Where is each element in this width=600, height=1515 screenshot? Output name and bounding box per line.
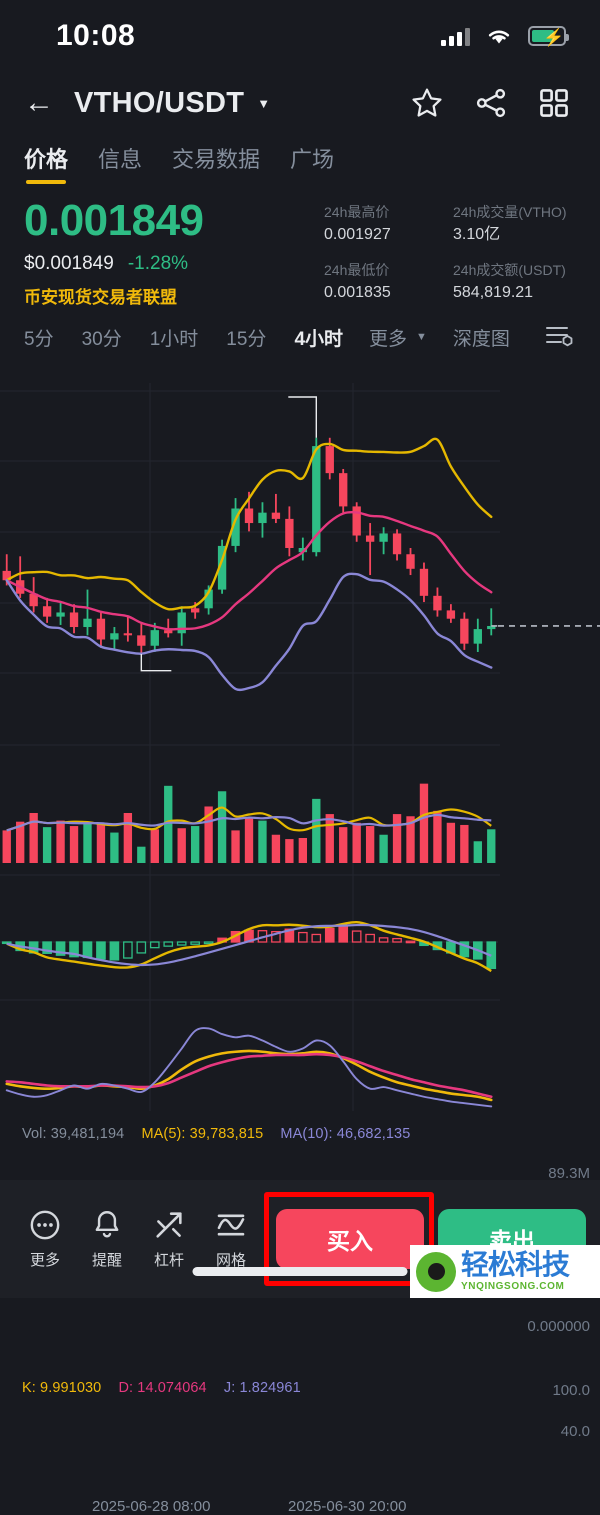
- chevron-down-icon: ▼: [416, 331, 427, 344]
- interval-more-label: 更多: [369, 328, 408, 350]
- stat-value-volume-base: 3.10亿: [453, 226, 501, 243]
- quick-action-alert[interactable]: 提醒: [76, 1208, 138, 1270]
- quick-action-more[interactable]: 更多: [14, 1208, 76, 1270]
- time-axis-tick-0: 2025-06-28 08:00: [92, 1497, 211, 1515]
- interval-4h[interactable]: 4小时: [294, 328, 344, 350]
- wifi-icon: [488, 30, 510, 44]
- leverage-icon: [156, 1212, 182, 1238]
- chart-canvas[interactable]: [0, 362, 600, 1123]
- price-summary: 0.001849 $0.001849 -1.28% 币安现货交易者联盟 24h最…: [0, 184, 600, 308]
- site-watermark-logo: 轻松科技 YNQINGSONG.COM: [410, 1245, 600, 1298]
- interval-15m[interactable]: 15分: [226, 328, 267, 350]
- trading-chart[interactable]: BOLL:(21, 2) UP: 0.002004 MB: 0.001919 D…: [0, 362, 600, 1515]
- quick-action-grid[interactable]: 网格: [200, 1208, 262, 1270]
- kdj-axis-tick-0: 100.0: [552, 1381, 590, 1399]
- interval-selector: 5分 30分 1小时 15分 4小时 更多 ▼ 深度图: [0, 308, 600, 363]
- tab-info[interactable]: 信息: [98, 147, 143, 172]
- more-dots-icon: [30, 1210, 60, 1240]
- stat-label-high: 24h最高价: [324, 204, 390, 220]
- kdj-legend-d: D: 14.074064: [118, 1379, 207, 1396]
- interval-30m[interactable]: 30分: [81, 328, 122, 350]
- status-bar: 10:08 ⚡: [0, 0, 600, 72]
- stat-label-volume-quote: 24h成交额(USDT): [453, 261, 566, 278]
- status-bar-icons: ⚡: [441, 26, 569, 47]
- grid-trading-icon: [217, 1214, 245, 1236]
- logo-cn-text: 轻松科技: [461, 1249, 570, 1280]
- stat-value-volume-quote: 584,819.21: [453, 283, 534, 301]
- quick-action-leverage[interactable]: 杠杆: [138, 1208, 200, 1270]
- star-icon[interactable]: [410, 86, 444, 120]
- kdj-legend-k: K: 9.991030: [22, 1379, 102, 1396]
- kdj-axis-tick-1: 40.0: [560, 1422, 590, 1440]
- depth-chart-button[interactable]: 深度图: [452, 328, 510, 350]
- interval-5m[interactable]: 5分: [24, 328, 54, 350]
- grid-menu-icon[interactable]: [538, 87, 570, 119]
- time-axis-tick-1: 2025-06-30 20:00: [288, 1497, 407, 1515]
- quick-action-grid-label: 网格: [215, 1252, 246, 1269]
- stat-value-low: 0.001835: [324, 283, 391, 301]
- stat-label-low: 24h最低价: [324, 261, 390, 278]
- volume-axis-tick-0: 89.3M: [548, 1164, 590, 1182]
- quick-action-alert-label: 提醒: [91, 1252, 122, 1269]
- volume-legend: Vol: 39,481,194 MA(5): 39,783,815 MA(10)…: [22, 1126, 423, 1142]
- price-change-pct: -1.28%: [127, 252, 189, 274]
- buy-button[interactable]: 买入: [276, 1209, 424, 1269]
- chart-settings-icon[interactable]: [544, 322, 578, 353]
- kdj-legend: K: 9.991030 D: 14.074064 J: 1.824961: [22, 1380, 314, 1396]
- volume-legend-ma10: MA(10): 46,682,135: [280, 1125, 411, 1142]
- volume-legend-vol: Vol: 39,481,194: [22, 1125, 125, 1142]
- stat-value-high: 0.001927: [324, 226, 391, 243]
- page-title[interactable]: VTHO/USDT: [74, 86, 245, 119]
- tab-square[interactable]: 广场: [290, 147, 335, 172]
- app-header: ← VTHO/USDT ▼: [0, 72, 600, 134]
- chevron-down-icon[interactable]: ▼: [257, 95, 271, 111]
- market-stats: 24h最高价 0.001927 24h成交量(VTHO) 3.10亿 24h最低…: [324, 196, 576, 308]
- home-indicator: [192, 1267, 408, 1276]
- cellular-signal-icon: [441, 26, 470, 46]
- usd-price: $0.001849: [24, 252, 114, 274]
- bell-icon: [95, 1211, 119, 1238]
- section-tabs: 价格 信息 交易数据 广场: [0, 134, 600, 184]
- interval-1h[interactable]: 1小时: [149, 328, 199, 350]
- alliance-banner[interactable]: 币安现货交易者联盟: [24, 287, 177, 307]
- back-arrow-icon[interactable]: ←: [24, 86, 54, 119]
- stat-label-volume-base: 24h成交量(VTHO): [453, 204, 567, 220]
- kdj-legend-j: J: 1.824961: [223, 1379, 301, 1396]
- tab-trade-data[interactable]: 交易数据: [172, 147, 261, 172]
- battery-charging-icon: ⚡: [528, 26, 569, 47]
- quick-action-leverage-label: 杠杆: [153, 1252, 184, 1269]
- logo-eye-icon: [416, 1251, 456, 1292]
- tab-price[interactable]: 价格: [24, 142, 68, 184]
- volume-legend-ma5: MA(5): 39,783,815: [141, 1125, 264, 1142]
- status-bar-clock: 10:08: [56, 19, 136, 52]
- share-icon[interactable]: [474, 86, 508, 120]
- quick-action-more-label: 更多: [29, 1252, 60, 1269]
- logo-en-text: YNQINGSONG.COM: [461, 1281, 565, 1292]
- macd-axis-tick-1: 0.000000: [527, 1317, 590, 1335]
- last-price: 0.001849: [24, 196, 204, 245]
- interval-more-button[interactable]: 更多 ▼: [357, 324, 439, 351]
